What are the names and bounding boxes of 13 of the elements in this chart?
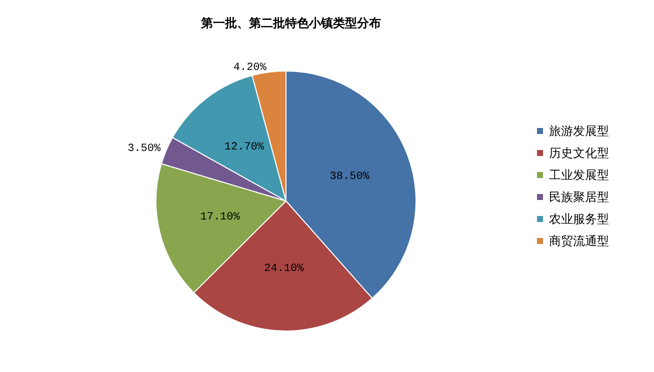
legend-label: 旅游发展型 xyxy=(549,124,609,138)
data-label: 24.10% xyxy=(264,262,304,275)
legend-label: 工业发展型 xyxy=(549,168,609,182)
data-label: 3.50% xyxy=(128,142,161,155)
chart-title: 第一批、第二批特色小镇类型分布 xyxy=(200,16,381,30)
data-label: 12.70% xyxy=(224,141,264,154)
data-label: 4.20% xyxy=(233,62,267,74)
data-label: 17.10% xyxy=(200,212,240,224)
legend-label: 商贸流通型 xyxy=(549,234,609,248)
legend-label: 农业服务型 xyxy=(549,212,609,226)
legend-label: 历史文化型 xyxy=(549,146,609,160)
legend-label: 民族聚居型 xyxy=(549,190,609,204)
data-label: 38.50% xyxy=(330,170,370,183)
